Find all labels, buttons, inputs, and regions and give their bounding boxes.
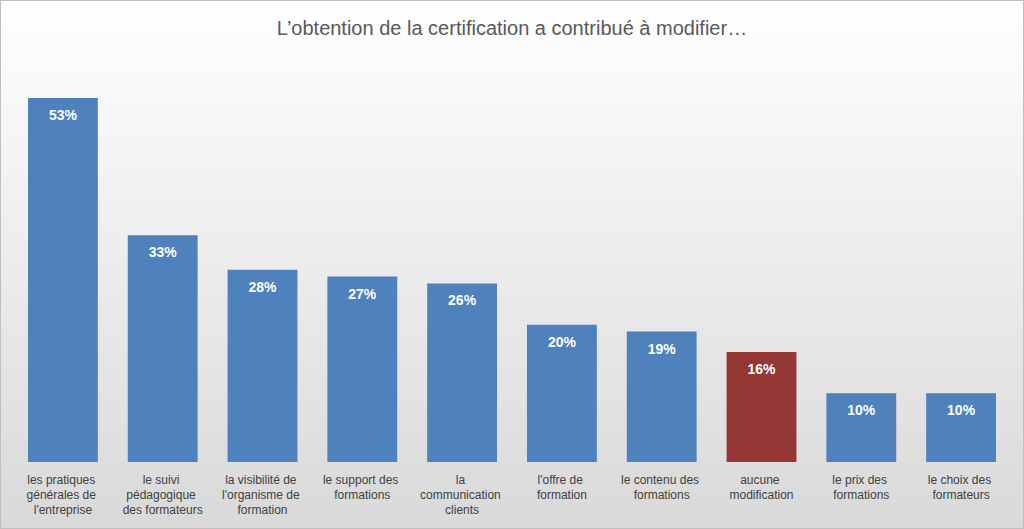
svg-text:l'entreprise: l'entreprise [34,503,93,517]
svg-text:19%: 19% [648,341,677,357]
svg-text:le choix des: le choix des [928,473,995,487]
svg-text:26%: 26% [448,292,477,308]
svg-text:l'organisme de: l'organisme de [222,488,303,502]
svg-text:la: la [456,473,469,487]
svg-text:le support des: le support des [323,473,402,487]
svg-text:formateurs: formateurs [932,488,989,502]
svg-text:aucune: aucune [740,473,783,487]
svg-text:la visibilité de: la visibilité de [225,473,300,487]
svg-text:10%: 10% [847,402,876,418]
svg-text:formations: formations [634,488,690,502]
svg-text:le suivi: le suivi [143,473,183,487]
svg-text:16%: 16% [747,361,776,377]
svg-text:10%: 10% [947,402,976,418]
svg-text:28%: 28% [248,279,277,295]
svg-text:des formateurs: des formateurs [123,503,203,517]
svg-text:pédagogique: pédagogique [126,488,199,502]
svg-text:générales de: générales de [27,488,100,502]
svg-text:20%: 20% [548,334,577,350]
svg-text:formation: formation [237,503,287,517]
svg-text:l'offre de: l'offre de [538,473,587,487]
svg-text:les pratiques: les pratiques [27,473,98,487]
svg-text:53%: 53% [49,107,78,123]
svg-text:L’obtention de la certificatio: L’obtention de la certification a contri… [277,17,747,39]
svg-text:formation: formation [537,488,587,502]
svg-text:formations: formations [334,488,390,502]
svg-text:33%: 33% [149,244,178,260]
svg-text:formations: formations [833,488,889,502]
svg-text:modification: modification [729,488,793,502]
svg-text:clients: clients [445,503,479,517]
svg-text:27%: 27% [348,286,377,302]
svg-text:communication: communication [420,488,504,502]
svg-text:le prix des: le prix des [832,473,890,487]
svg-text:le contenu des: le contenu des [621,473,702,487]
